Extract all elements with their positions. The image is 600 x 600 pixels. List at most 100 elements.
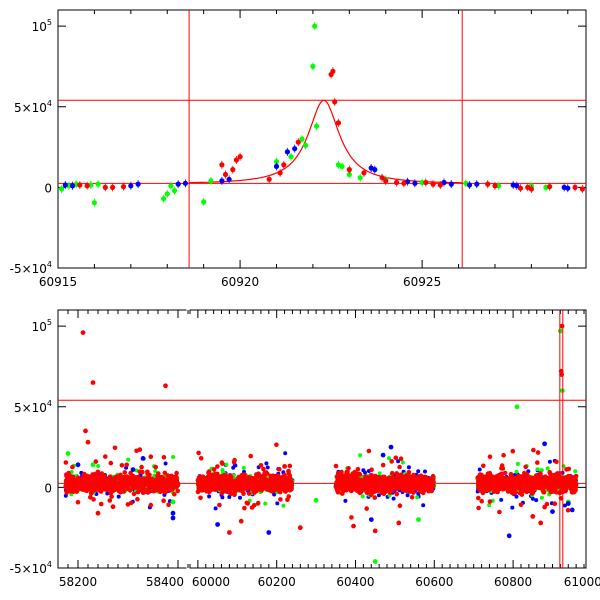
data-point — [361, 468, 366, 473]
data-point — [241, 485, 246, 491]
data-point — [404, 488, 409, 494]
data-point — [206, 470, 211, 476]
data-point — [380, 462, 386, 468]
data-point — [222, 472, 227, 478]
data-point — [335, 120, 341, 126]
data-point — [313, 123, 320, 129]
data-point — [517, 185, 524, 191]
data-point — [394, 491, 400, 497]
y-tick-label: 0 — [44, 181, 52, 195]
data-point — [335, 484, 341, 490]
data-point — [345, 482, 351, 488]
data-point — [111, 484, 116, 489]
data-point — [281, 479, 287, 484]
data-point — [112, 445, 118, 451]
data-point — [158, 488, 163, 494]
data-point — [265, 465, 270, 470]
data-point — [207, 494, 212, 499]
data-point — [134, 481, 140, 487]
data-point — [128, 470, 133, 476]
data-point — [168, 486, 174, 492]
data-point — [164, 191, 170, 197]
data-point — [196, 479, 201, 485]
data-point — [371, 486, 377, 492]
data-point — [96, 464, 101, 468]
data-point — [295, 139, 301, 145]
data-point — [400, 460, 405, 465]
data-point — [151, 488, 156, 494]
data-point — [140, 469, 145, 475]
data-point — [108, 491, 114, 496]
data-point — [277, 170, 283, 176]
data-point — [534, 498, 539, 503]
y-tick-label: 105 — [32, 318, 52, 334]
y-tick-label: 5×104 — [14, 99, 52, 115]
data-point — [175, 181, 181, 187]
y-tick-label: -5×104 — [10, 560, 52, 576]
data-point — [409, 495, 415, 500]
data-point — [256, 482, 262, 487]
data-point — [368, 492, 374, 498]
data-point — [401, 481, 407, 487]
data-point — [107, 486, 113, 491]
data-point — [227, 473, 233, 478]
data-point — [219, 162, 225, 168]
data-point — [124, 462, 129, 468]
data-point — [415, 479, 420, 484]
data-point — [272, 492, 277, 497]
data-point — [387, 456, 391, 461]
data-point — [97, 487, 103, 493]
data-point — [376, 493, 381, 498]
data-point — [539, 495, 544, 500]
data-point — [233, 157, 239, 163]
data-point — [101, 486, 107, 492]
x-tick-label: 60600 — [415, 575, 453, 589]
data-point — [153, 464, 158, 470]
data-point — [372, 167, 378, 173]
data-point — [357, 175, 363, 181]
data-point — [202, 480, 208, 486]
data-point — [277, 485, 282, 491]
data-point — [226, 176, 232, 182]
data-point — [423, 179, 429, 186]
data-point — [385, 480, 391, 486]
x-tick-label: 60000 — [192, 575, 230, 589]
data-point — [137, 487, 143, 493]
data-point — [153, 469, 158, 473]
data-point — [135, 496, 140, 502]
x-tick-label: 61000 — [564, 575, 600, 589]
data-point — [429, 478, 434, 483]
data-point — [84, 183, 90, 189]
data-point — [163, 485, 169, 490]
data-point — [411, 490, 416, 495]
data-point — [369, 467, 374, 473]
data-point — [273, 163, 280, 169]
data-point — [561, 464, 566, 469]
data-point — [277, 466, 282, 472]
data-point — [149, 483, 155, 489]
data-point — [572, 184, 578, 190]
data-point — [64, 480, 69, 486]
data-point — [81, 471, 87, 477]
data-point — [95, 478, 101, 484]
data-point — [281, 503, 286, 508]
data-point — [368, 477, 373, 483]
data-point — [102, 184, 108, 190]
data-point — [222, 171, 229, 178]
data-point — [255, 474, 260, 480]
data-point — [485, 181, 491, 187]
data-point — [145, 471, 150, 476]
data-point — [171, 188, 178, 194]
data-point — [233, 484, 239, 490]
data-point — [163, 489, 168, 495]
data-point — [303, 142, 309, 148]
data-point — [421, 488, 427, 493]
data-point — [220, 495, 225, 500]
data-point — [310, 63, 316, 69]
data-point — [379, 490, 385, 496]
data-point — [161, 498, 166, 504]
data-point — [113, 475, 118, 481]
data-point — [161, 455, 167, 460]
data-point — [366, 448, 372, 454]
